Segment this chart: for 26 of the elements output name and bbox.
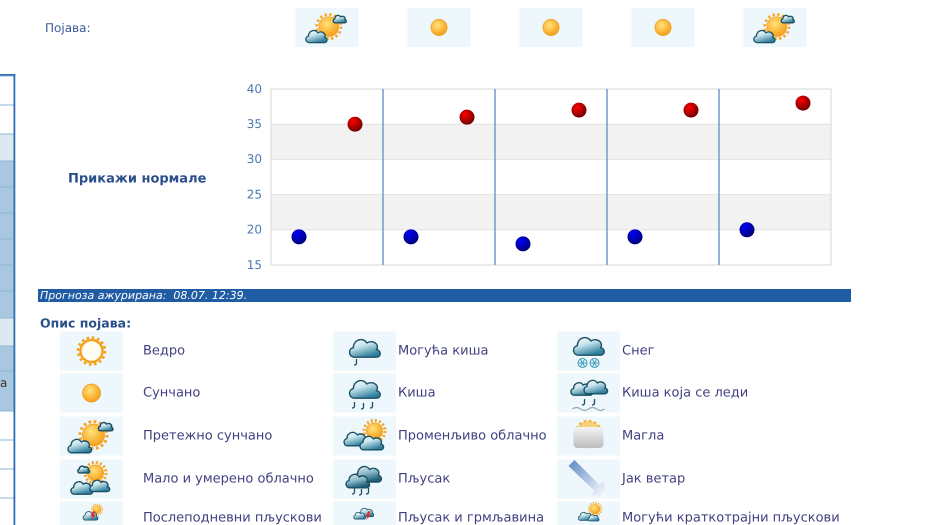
text: Прикажи нормале [68,172,207,186]
y-tick-label: 30 [246,152,262,166]
text: Могућа киша [398,344,488,358]
text: Послеподневни пљускови [143,510,322,525]
text: Опис појава: [40,316,132,330]
text: Снег [622,344,655,358]
text: Јак ветар [621,472,686,486]
y-tick-label: 40 [246,82,262,96]
text: Прогноза ажурирана: 08.07. 12:39. [40,289,248,302]
text: а [0,376,8,390]
y-tick-label: 35 [246,117,262,132]
y-tick-label: 15 [246,258,262,272]
text: Пљусак и грмљавина [398,510,544,525]
text: Мало и умерено облачно [143,472,314,486]
text: Киша [398,386,436,400]
text: Појава: [45,21,91,35]
text: Сунчано [143,386,200,400]
y-tick-label: 20 [246,222,262,237]
text: Пљусак [398,472,450,486]
text: Могући краткотрајни пљускови [622,510,840,525]
text: Променљиво облачно [398,428,547,444]
text: Магла [622,428,664,444]
y-tick-label: 25 [246,187,262,202]
text: Ведро [143,344,186,358]
text: Претежно сунчано [143,428,272,444]
text: Киша која се леди [622,386,748,400]
